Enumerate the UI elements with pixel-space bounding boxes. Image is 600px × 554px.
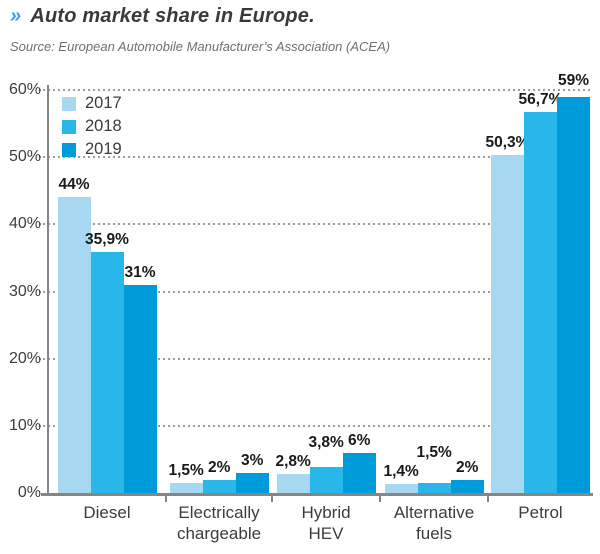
bar-petrol-2018 bbox=[524, 112, 557, 493]
bar-petrol-2019 bbox=[557, 96, 590, 493]
title-chevron-icon: » bbox=[10, 5, 22, 27]
y-tick-label-40: 40% bbox=[8, 215, 41, 233]
bar-alternative-fuels-2019 bbox=[450, 479, 484, 493]
bar-electrically-chargeable-2018 bbox=[202, 479, 236, 493]
category-label-hybrid-hev: Hybrid HEV bbox=[301, 503, 351, 543]
legend-swatch-2018 bbox=[62, 119, 76, 134]
x-axis-tick-4 bbox=[487, 493, 489, 502]
y-axis-tick-50 bbox=[39, 156, 46, 159]
bar-value-label-hybrid-hev-2018: 3,8% bbox=[308, 434, 344, 452]
bar-value-label-hybrid-hev-2019: 6% bbox=[348, 431, 371, 449]
bar-electrically-chargeable-2019 bbox=[235, 472, 269, 493]
y-gridline-50 bbox=[48, 156, 593, 159]
bar-value-label-petrol-2019: 59% bbox=[558, 72, 590, 90]
bar-value-label-diesel-2017: 44% bbox=[58, 176, 90, 194]
y-gridline-40 bbox=[48, 223, 593, 226]
bar-diesel-2017 bbox=[57, 197, 91, 493]
legend-swatch-2017 bbox=[62, 96, 76, 111]
y-axis-line bbox=[47, 85, 49, 496]
bar-value-label-electrically-chargeable-2017: 1,5% bbox=[168, 461, 204, 479]
chart-title: » Auto market share in Europe. bbox=[10, 5, 315, 28]
bar-value-label-petrol-2018: 56,7% bbox=[518, 91, 563, 109]
legend-label-2017: 2017 bbox=[85, 94, 122, 112]
x-axis-tick-1 bbox=[165, 493, 167, 502]
bar-alternative-fuels-2017 bbox=[384, 483, 418, 493]
y-axis-tick-40 bbox=[39, 223, 46, 226]
bar-hybrid-hev-2019 bbox=[342, 452, 376, 493]
legend-swatch-2019 bbox=[62, 142, 76, 157]
legend-item-2017: 2017 bbox=[62, 92, 122, 115]
bar-value-label-petrol-2017: 50,3% bbox=[485, 134, 530, 152]
bar-value-label-hybrid-hev-2017: 2,8% bbox=[275, 453, 311, 471]
y-tick-label-60: 60% bbox=[8, 81, 41, 98]
bar-value-label-alternative-fuels-2019: 2% bbox=[456, 458, 479, 476]
y-tick-label-30: 30% bbox=[8, 282, 41, 300]
legend-label-2018: 2018 bbox=[85, 117, 122, 135]
bar-electrically-chargeable-2017 bbox=[169, 482, 203, 493]
title-text: Auto market share in Europe. bbox=[30, 5, 315, 27]
legend: 2017 2018 2019 bbox=[62, 92, 122, 161]
legend-item-2018: 2018 bbox=[62, 115, 122, 138]
y-axis-tick-10 bbox=[39, 424, 46, 427]
bar-value-label-alternative-fuels-2018: 1,5% bbox=[416, 443, 452, 461]
y-gridline-20 bbox=[48, 357, 593, 360]
bar-value-label-electrically-chargeable-2018: 2% bbox=[208, 458, 231, 476]
bar-petrol-2017 bbox=[491, 155, 524, 493]
y-tick-label-50: 50% bbox=[8, 148, 41, 166]
x-axis-tick-2 bbox=[271, 493, 273, 502]
y-axis-tick-60 bbox=[39, 89, 46, 91]
bar-value-label-diesel-2018: 35,9% bbox=[85, 230, 129, 248]
y-tick-label-10: 10% bbox=[8, 416, 41, 434]
source-caption: Source: European Automobile Manufacturer… bbox=[10, 39, 391, 54]
category-label-diesel: Diesel bbox=[83, 503, 131, 522]
category-label-alternative-fuels: Alternative fuels bbox=[393, 503, 475, 543]
legend-label-2019: 2019 bbox=[85, 140, 122, 158]
y-axis-tick-20 bbox=[39, 357, 46, 360]
y-gridline-30 bbox=[48, 290, 593, 293]
x-axis-line bbox=[41, 493, 593, 496]
bar-hybrid-hev-2018 bbox=[309, 467, 343, 493]
bar-value-label-alternative-fuels-2017: 1,4% bbox=[383, 462, 419, 480]
y-tick-label-20: 20% bbox=[8, 349, 41, 367]
y-tick-label-0: 0% bbox=[17, 484, 41, 501]
y-axis-tick-30 bbox=[39, 290, 46, 293]
bar-diesel-2018 bbox=[90, 251, 124, 493]
y-gridline-10 bbox=[48, 424, 593, 427]
y-gridline-60 bbox=[48, 89, 593, 91]
bar-alternative-fuels-2018 bbox=[417, 482, 451, 493]
bar-value-label-electrically-chargeable-2019: 3% bbox=[241, 451, 264, 469]
x-axis-tick-3 bbox=[379, 493, 381, 502]
bar-hybrid-hev-2017 bbox=[276, 474, 310, 493]
bar-value-label-diesel-2019: 31% bbox=[124, 263, 156, 281]
category-label-petrol: Petrol bbox=[518, 503, 563, 522]
legend-item-2019: 2019 bbox=[62, 138, 122, 161]
category-label-electrically-chargeable: Electrically chargeable bbox=[176, 503, 262, 543]
bar-diesel-2019 bbox=[123, 284, 157, 493]
